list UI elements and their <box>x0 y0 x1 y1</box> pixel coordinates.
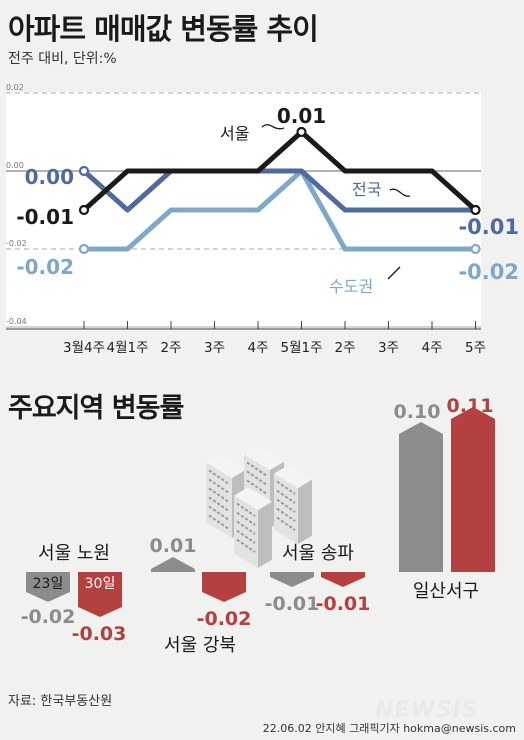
x-tick-label: 3주 <box>204 340 225 356</box>
series-name-label: 수도권 <box>329 277 373 296</box>
x-tick-label: 3주 <box>378 340 399 356</box>
building-windows <box>236 502 256 517</box>
building-top <box>244 446 284 470</box>
building-windows <box>208 514 230 530</box>
y-tick-label: -0.02 <box>6 239 27 248</box>
annotation-arrow <box>261 124 285 130</box>
building-front <box>206 462 232 538</box>
annotation-arrow <box>389 188 411 197</box>
section-title: 주요지역 변동률 <box>8 393 184 424</box>
bar-23 <box>26 572 70 602</box>
building-front <box>234 495 258 568</box>
bar-23 <box>270 572 314 587</box>
series-marker <box>470 204 481 216</box>
building-windows <box>236 511 256 526</box>
data-label: -0.02 <box>458 260 519 284</box>
region-label: 서울 강북 <box>164 635 236 656</box>
building-windows <box>276 498 296 513</box>
x-tick-label: 5주 <box>465 340 486 356</box>
bar-30 <box>78 572 122 617</box>
bar-value-label: -0.01 <box>316 593 371 615</box>
series-line <box>81 168 478 252</box>
building-windows <box>236 520 256 535</box>
building-windows <box>208 487 230 503</box>
series-marker <box>78 165 90 177</box>
bar-value-label: -0.02 <box>21 606 76 628</box>
building-top <box>274 465 312 488</box>
series-line <box>81 168 478 213</box>
region-label: 일산서구 <box>413 581 479 602</box>
building-windows <box>208 469 230 485</box>
building-windows <box>276 480 296 495</box>
building-windows <box>236 529 256 544</box>
series-name-label: 전국 <box>352 180 381 199</box>
series-label-30: 30일 <box>85 576 116 592</box>
x-tick-label: 5월1주 <box>280 340 322 356</box>
x-tick-label: 2주 <box>160 340 181 356</box>
building-windows <box>208 478 230 494</box>
series-marker <box>296 126 307 138</box>
bar-value-label: -0.01 <box>265 593 320 615</box>
bar-30 <box>451 407 495 572</box>
building-top <box>234 487 272 510</box>
x-tick-label: 4월1주 <box>106 340 148 356</box>
x-tick-label: 3월4주 <box>63 340 105 356</box>
bar-value-label: 0.11 <box>447 395 494 417</box>
bar-value-label: -0.02 <box>197 608 252 630</box>
series-name-label: 서울 <box>220 124 249 143</box>
region-label: 서울 송파 <box>282 543 354 564</box>
x-tick-label: 4주 <box>247 340 268 356</box>
data-label: 0.01 <box>277 104 326 128</box>
bar-23 <box>151 557 195 572</box>
series-line <box>81 129 478 213</box>
data-label: 0.00 <box>25 165 74 189</box>
bar-value-label: -0.03 <box>72 623 127 645</box>
building-windows <box>246 479 268 495</box>
building-windows <box>208 496 230 512</box>
building-windows <box>276 507 296 522</box>
region-label: 서울 노원 <box>38 543 110 564</box>
x-tick-label: 2주 <box>334 340 355 356</box>
building-windows <box>276 516 296 531</box>
building-side <box>258 501 272 568</box>
building-windows <box>208 505 230 521</box>
data-label: -0.02 <box>16 255 74 279</box>
y-tick-label: 0.02 <box>6 83 24 92</box>
watermark-logo: NEWSIS <box>375 698 479 723</box>
source-note: 자료: 한국부동산원 <box>8 694 113 709</box>
chart-subtitle: 전주 대비, 단위:% <box>8 51 117 67</box>
chart-title: 아파트 매매값 변동률 추이 <box>8 12 319 46</box>
series-marker <box>470 243 481 255</box>
bar-23 <box>399 422 443 572</box>
line-chart: 0.02 0.00 -0.02 -0.04 3월4주 4월1주 2주 3주 4주 5월1주 2주 3주… <box>6 83 519 356</box>
building-windows <box>246 461 268 477</box>
y-tick-label: 0.00 <box>6 161 24 170</box>
data-label: -0.01 <box>458 215 519 239</box>
credit-note: 22.06.02 안지혜 그래픽기자 hokma@newsis.com <box>262 722 516 735</box>
building-windows <box>236 538 256 553</box>
annotation-arrow <box>387 266 401 280</box>
building-top <box>206 454 246 478</box>
y-tick-label: -0.04 <box>6 317 27 326</box>
building-side <box>298 479 312 544</box>
bar-30 <box>202 572 246 602</box>
bar-value-label: 0.01 <box>150 535 197 557</box>
data-label: -0.01 <box>16 205 74 229</box>
bar-30 <box>321 572 365 587</box>
series-marker <box>78 243 90 255</box>
series-label-23: 23일 <box>33 576 64 592</box>
series-marker <box>78 204 90 216</box>
building-windows <box>276 489 296 504</box>
building-windows <box>246 470 268 486</box>
bar-value-label: 0.10 <box>394 401 441 423</box>
x-tick-label: 4주 <box>421 340 442 356</box>
